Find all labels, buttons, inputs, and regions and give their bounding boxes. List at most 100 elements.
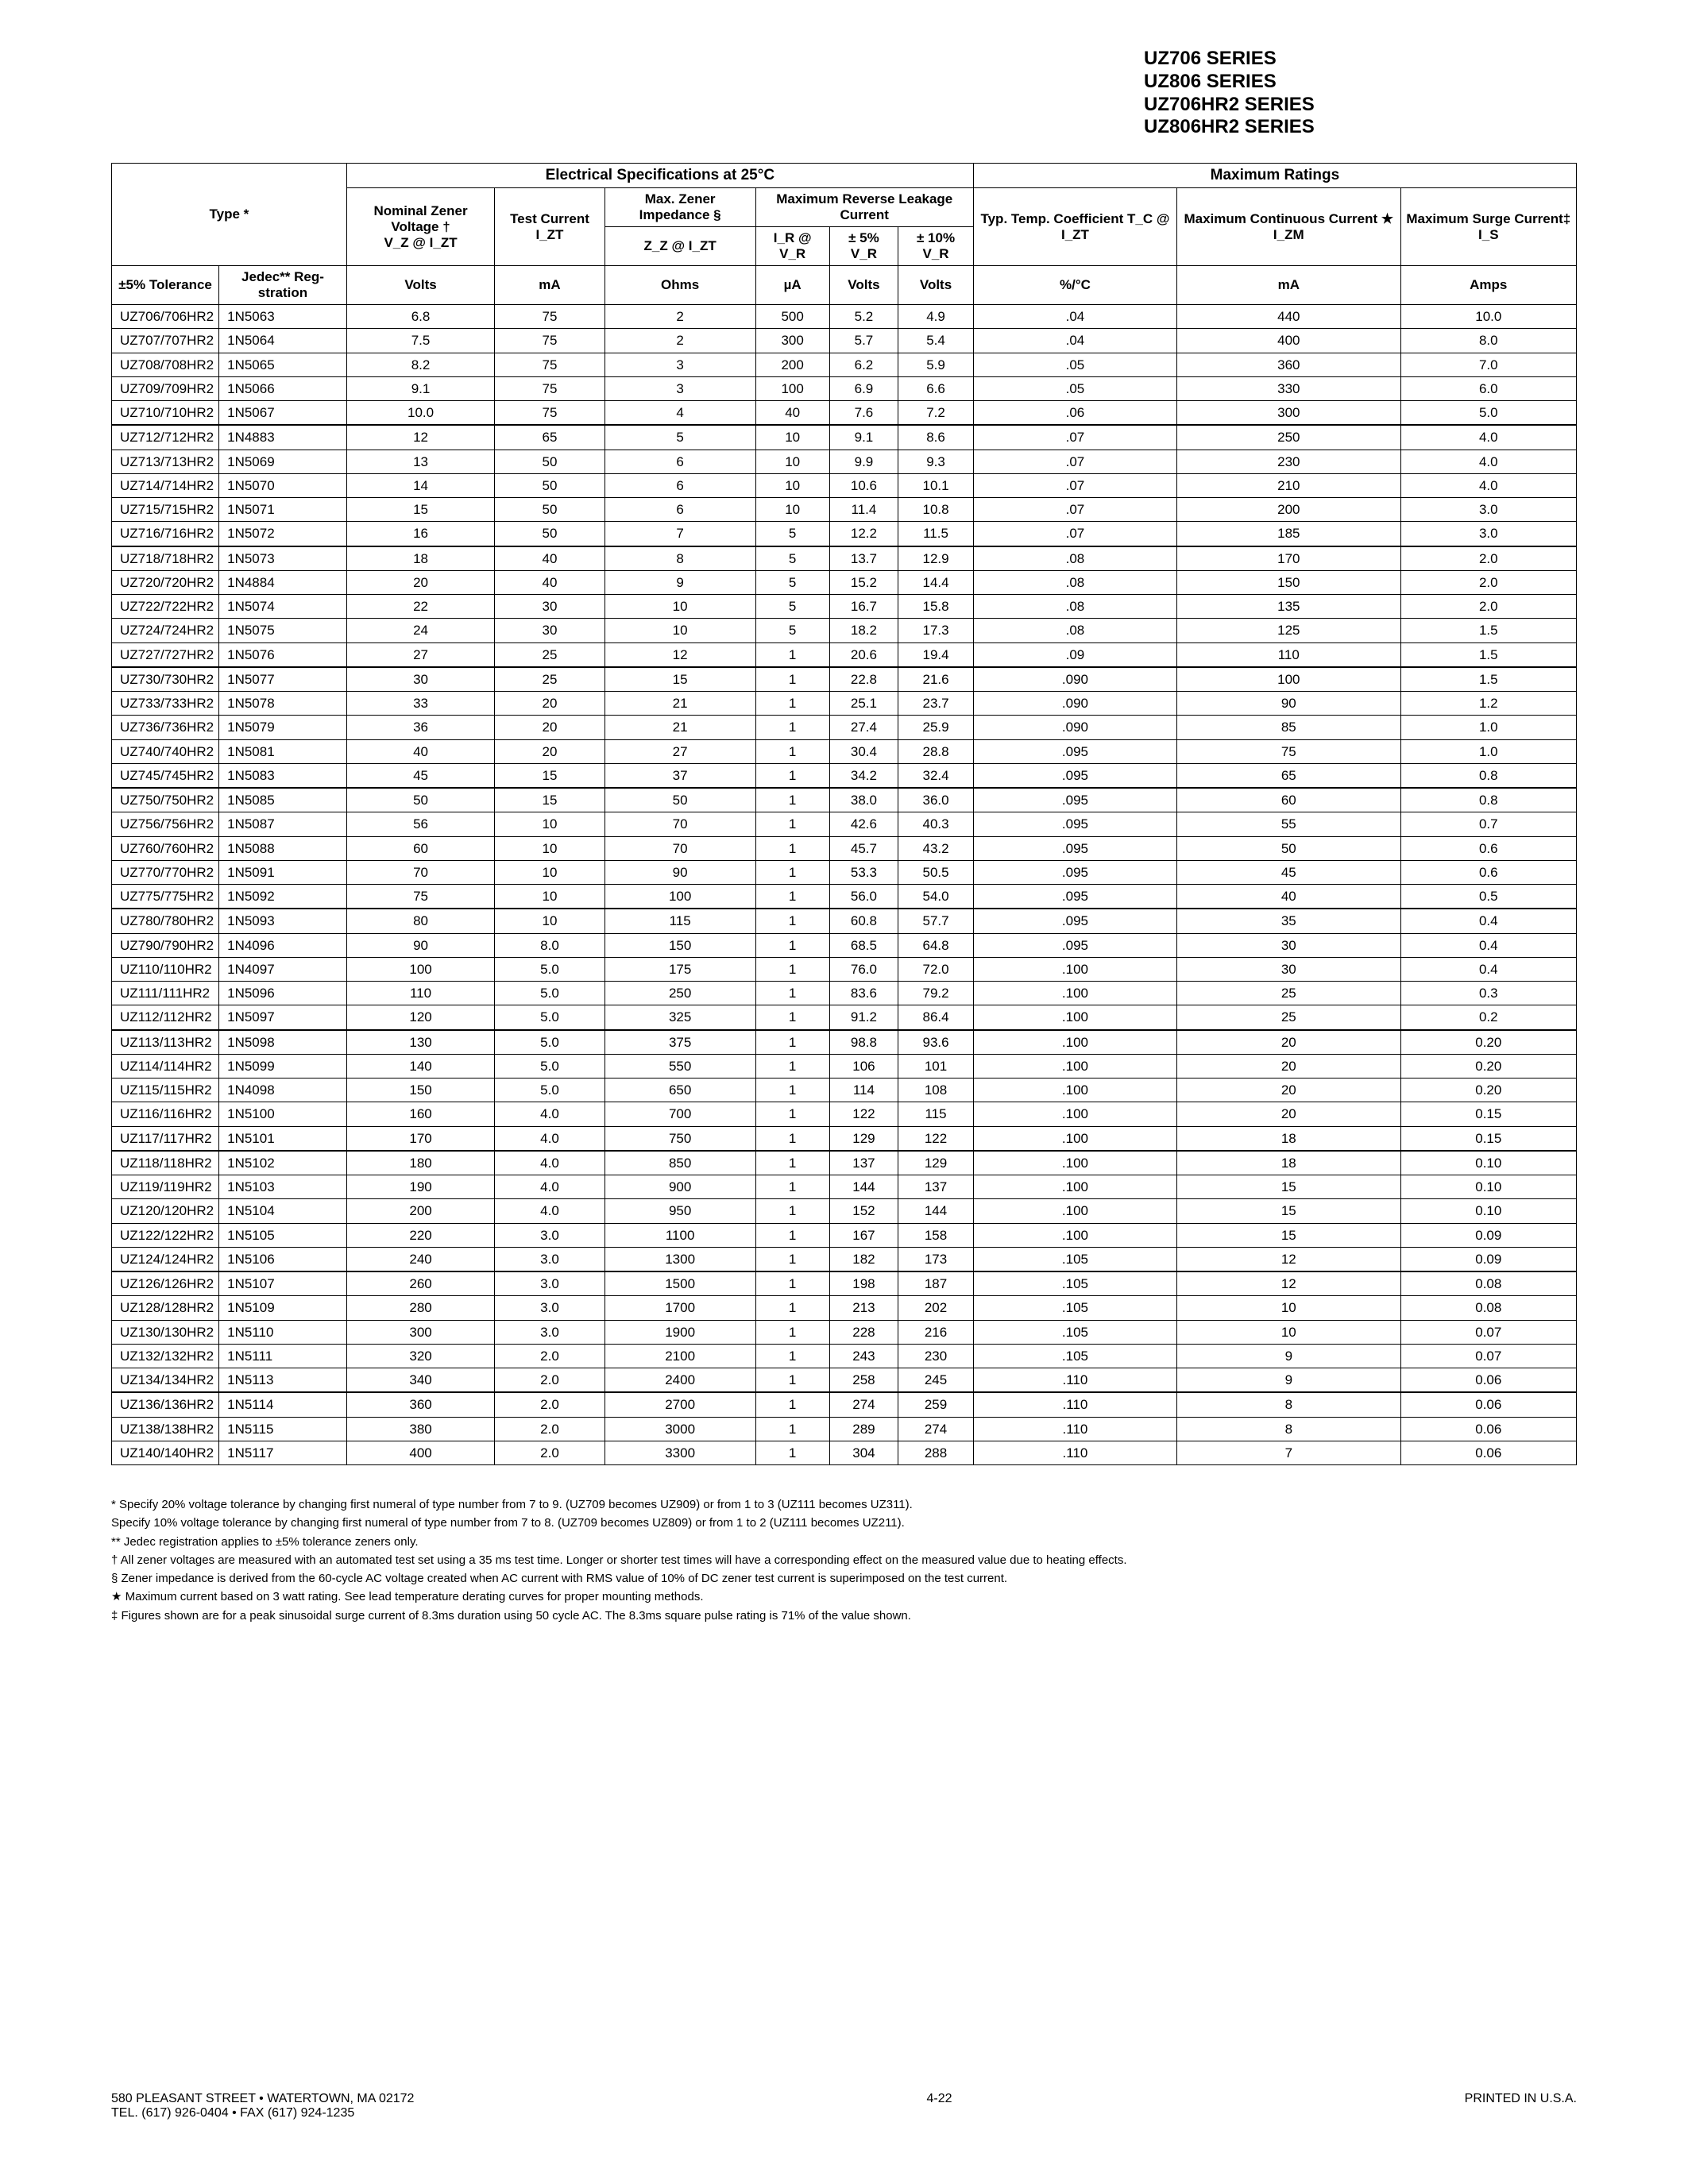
table-cell: 1: [755, 885, 829, 909]
table-cell: 274: [829, 1392, 898, 1417]
table-cell: 36.0: [898, 788, 974, 812]
table-cell: .095: [973, 885, 1176, 909]
table-cell: 10: [605, 619, 755, 642]
table-cell: 14.4: [898, 570, 974, 594]
table-cell: UZ120/120HR2: [112, 1199, 219, 1223]
spec-table: Type * Electrical Specifications at 25°C…: [111, 163, 1577, 1465]
table-cell: .07: [973, 450, 1176, 473]
table-cell: UZ733/733HR2: [112, 692, 219, 716]
table-row: UZ775/775HR21N50927510100156.054.0.09540…: [112, 885, 1577, 909]
table-cell: 21: [605, 692, 755, 716]
table-cell: 185: [1177, 522, 1401, 546]
table-cell: 7.5: [346, 329, 495, 353]
table-cell: 25: [1177, 1005, 1401, 1030]
table-cell: 440: [1177, 305, 1401, 329]
table-cell: UZ727/727HR2: [112, 642, 219, 667]
table-row: UZ114/114HR21N50991405.05501106101.10020…: [112, 1054, 1577, 1078]
table-cell: 400: [346, 1441, 495, 1464]
table-cell: 274: [898, 1417, 974, 1441]
table-cell: 8.0: [495, 933, 605, 957]
table-cell: 0.4: [1400, 909, 1576, 933]
table-cell: UZ707/707HR2: [112, 329, 219, 353]
table-cell: 7: [1177, 1441, 1401, 1464]
table-cell: 1: [755, 860, 829, 884]
table-cell: 0.2: [1400, 1005, 1576, 1030]
table-cell: 55: [1177, 812, 1401, 836]
table-cell: 1: [755, 1199, 829, 1223]
table-cell: 11.5: [898, 522, 974, 546]
table-cell: 28.8: [898, 739, 974, 763]
table-cell: 25: [495, 667, 605, 692]
table-cell: 129: [898, 1151, 974, 1175]
table-cell: 30: [1177, 933, 1401, 957]
table-cell: 7.2: [898, 401, 974, 426]
footer: 580 PLEASANT STREET • WATERTOWN, MA 0217…: [111, 2092, 1577, 2120]
table-cell: 6.9: [829, 376, 898, 400]
table-cell: 1: [755, 1054, 829, 1078]
table-cell: 0.15: [1400, 1126, 1576, 1151]
table-cell: 80: [346, 909, 495, 933]
table-cell: 170: [346, 1126, 495, 1151]
table-cell: 68.5: [829, 933, 898, 957]
table-cell: 1N5114: [219, 1392, 347, 1417]
table-cell: 12: [1177, 1247, 1401, 1271]
table-cell: 2400: [605, 1368, 755, 1393]
table-cell: UZ710/710HR2: [112, 401, 219, 426]
table-cell: 5.0: [495, 982, 605, 1005]
table-cell: 0.06: [1400, 1368, 1576, 1393]
table-cell: 10.0: [1400, 305, 1576, 329]
table-cell: 125: [1177, 619, 1401, 642]
table-row: UZ126/126HR21N51072603.015001198187.1051…: [112, 1271, 1577, 1296]
table-cell: .110: [973, 1417, 1176, 1441]
table-cell: 0.8: [1400, 763, 1576, 788]
table-cell: .100: [973, 1175, 1176, 1199]
table-row: UZ112/112HR21N50971205.0325191.286.4.100…: [112, 1005, 1577, 1030]
table-cell: 173: [898, 1247, 974, 1271]
table-cell: 2.0: [495, 1344, 605, 1368]
table-cell: 1: [755, 1368, 829, 1393]
table-cell: .090: [973, 692, 1176, 716]
table-cell: 288: [898, 1441, 974, 1464]
table-cell: 250: [605, 982, 755, 1005]
table-cell: 650: [605, 1078, 755, 1102]
table-cell: 1: [755, 1030, 829, 1055]
table-cell: UZ118/118HR2: [112, 1151, 219, 1175]
table-row: UZ716/716HR21N507216507512.211.5.071853.…: [112, 522, 1577, 546]
table-cell: 135: [1177, 595, 1401, 619]
table-cell: 30.4: [829, 739, 898, 763]
table-cell: 1: [755, 1296, 829, 1320]
table-cell: 10: [1177, 1320, 1401, 1344]
table-cell: 30: [346, 667, 495, 692]
table-cell: 24: [346, 619, 495, 642]
table-cell: 1N5093: [219, 909, 347, 933]
table-cell: 1: [755, 1102, 829, 1126]
unit: Volts: [898, 266, 974, 305]
table-cell: 1100: [605, 1223, 755, 1247]
table-cell: .100: [973, 1005, 1176, 1030]
table-cell: .100: [973, 1054, 1176, 1078]
table-cell: 10.8: [898, 498, 974, 522]
table-cell: 3.0: [495, 1320, 605, 1344]
table-cell: 22.8: [829, 667, 898, 692]
table-cell: 300: [346, 1320, 495, 1344]
table-cell: 65: [1177, 763, 1401, 788]
table-cell: 15: [1177, 1223, 1401, 1247]
table-cell: 50: [605, 788, 755, 812]
table-cell: 57.7: [898, 909, 974, 933]
table-cell: .090: [973, 716, 1176, 739]
table-cell: 10: [495, 812, 605, 836]
table-cell: 150: [1177, 570, 1401, 594]
table-cell: 70: [605, 812, 755, 836]
table-cell: 76.0: [829, 957, 898, 981]
table-cell: 6: [605, 498, 755, 522]
table-cell: UZ126/126HR2: [112, 1271, 219, 1296]
table-cell: 93.6: [898, 1030, 974, 1055]
table-cell: 15: [346, 498, 495, 522]
table-cell: 7: [605, 522, 755, 546]
table-cell: UZ117/117HR2: [112, 1126, 219, 1151]
table-cell: 20.6: [829, 642, 898, 667]
table-cell: 500: [755, 305, 829, 329]
table-cell: 1: [755, 1320, 829, 1344]
table-cell: 100: [605, 885, 755, 909]
table-cell: .100: [973, 1078, 1176, 1102]
